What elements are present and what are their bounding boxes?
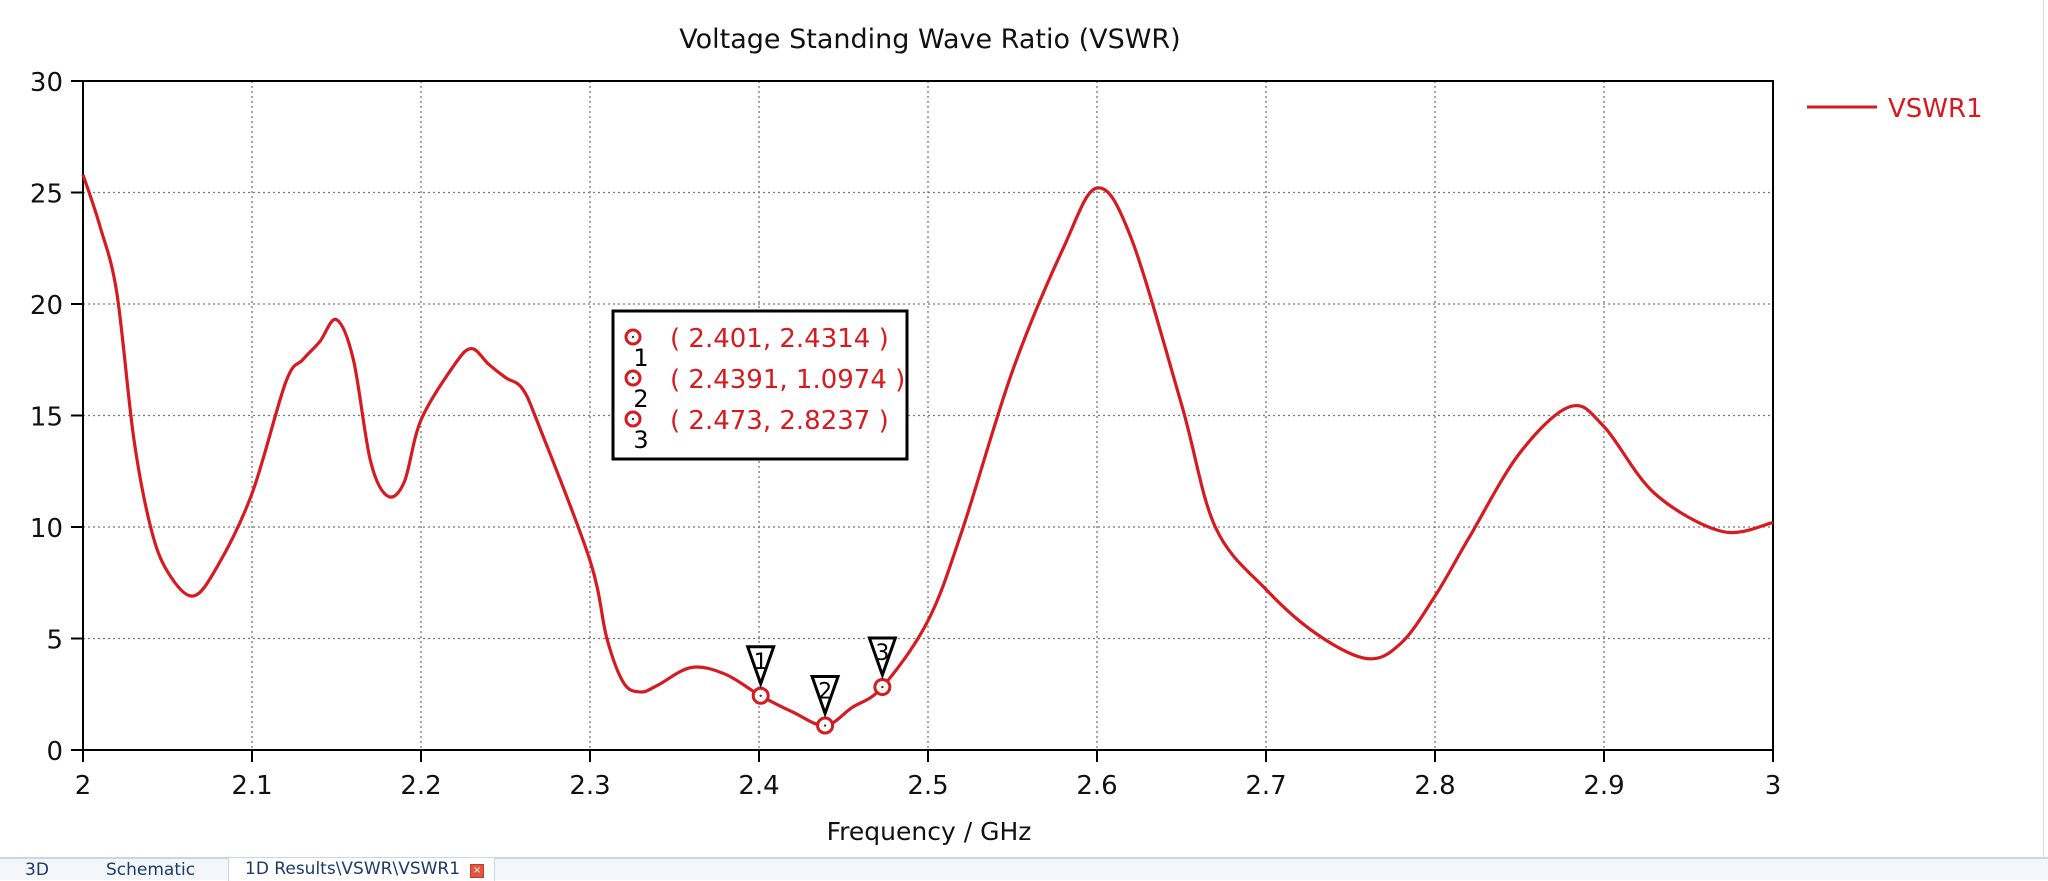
y-tick-label: 25 [30, 180, 63, 210]
readout-marker-value: ( 2.401, 2.4314 ) [670, 324, 889, 354]
marker-3[interactable]: 3 [867, 636, 898, 697]
tab-3d[interactable]: 3D [25, 859, 49, 880]
y-tick-label: 15 [30, 403, 63, 433]
x-tick-label: 2.9 [1583, 771, 1624, 801]
readout-marker-dot [631, 417, 635, 421]
marker-center-dot [823, 724, 827, 727]
tab-1d-results-vswr1[interactable]: 1D Results\VSWR\VSWR1 × [228, 857, 496, 881]
y-tick-label: 5 [46, 626, 63, 656]
x-tick-label: 2.5 [907, 771, 948, 801]
x-tick-label: 2.4 [738, 771, 779, 801]
x-axis-label: Frequency / GHz [827, 817, 1032, 846]
marker-2[interactable]: 2 [809, 675, 841, 735]
marker-1[interactable]: 1 [745, 645, 776, 705]
markers-group: 1 2 3 [745, 636, 898, 735]
readout-marker-id: 2 [633, 385, 648, 413]
marker-center-dot [881, 685, 884, 689]
marker-flag [809, 675, 841, 719]
vswr-chart: Voltage Standing Wave Ratio (VSWR) 0 5 10 1… [30, 24, 1983, 846]
y-axis: 0 5 10 15 20 25 30 [30, 68, 83, 767]
x-axis: 2 2.1 2.2 2.3 2.4 2.5 2.6 2.7 2.8 2.9 3 [75, 750, 1782, 801]
y-tick-label: 30 [30, 68, 63, 98]
tab-1d-results-label: 1D Results\VSWR\VSWR1 [245, 859, 461, 879]
x-tick-label: 2.1 [231, 771, 272, 801]
legend: VSWR1 [1807, 94, 1983, 124]
x-tick-label: 2.3 [569, 771, 610, 801]
y-tick-label: 20 [30, 291, 63, 321]
readout-marker-value: ( 2.4391, 1.0974 ) [670, 365, 905, 395]
tab-schematic[interactable]: Schematic [106, 859, 195, 880]
marker-flag-label: 2 [818, 680, 832, 705]
x-tick-label: 2.2 [400, 771, 441, 801]
x-tick-label: 2.7 [1245, 771, 1286, 801]
readout-marker-dot [631, 335, 635, 339]
y-tick-label: 0 [46, 737, 63, 767]
marker-readout-frame [611, 309, 909, 461]
close-icon[interactable]: × [470, 864, 485, 878]
series-line-vswr1 [81, 174, 1774, 728]
tab-3d-label: 3D [25, 860, 49, 880]
x-tick-label: 3 [1765, 771, 1782, 801]
grid-lines [83, 81, 1773, 750]
marker-flag [745, 645, 776, 689]
x-tick-label: 2 [75, 771, 92, 801]
readout-marker-id: 3 [633, 426, 648, 454]
x-tick-label: 2.6 [1076, 771, 1117, 801]
marker-center-dot [759, 694, 762, 697]
readout-marker-value: ( 2.473, 2.8237 ) [670, 406, 889, 436]
readout-marker-id: 1 [633, 344, 648, 372]
panel-border [2043, 0, 2044, 857]
readout-marker-dot [631, 376, 635, 380]
tab-schematic-label: Schematic [106, 860, 196, 880]
marker-flag-label: 3 [875, 641, 889, 666]
y-tick-label: 10 [30, 514, 63, 544]
marker-readout-box: 1 ( 2.401, 2.4314 ) 2 ( 2.4391, 1.0974 ) 3 ( … [611, 309, 909, 461]
tab-bar: 3D Schematic 1D Results\VSWR\VSWR1 × [0, 857, 2048, 881]
chart-title: Voltage Standing Wave Ratio (VSWR) [679, 24, 1180, 55]
x-tick-label: 2.8 [1414, 771, 1455, 801]
series-group [81, 174, 1774, 728]
marker-flag [867, 636, 898, 680]
legend-label-vswr1: VSWR1 [1888, 94, 1983, 124]
marker-flag-label: 1 [754, 650, 768, 675]
